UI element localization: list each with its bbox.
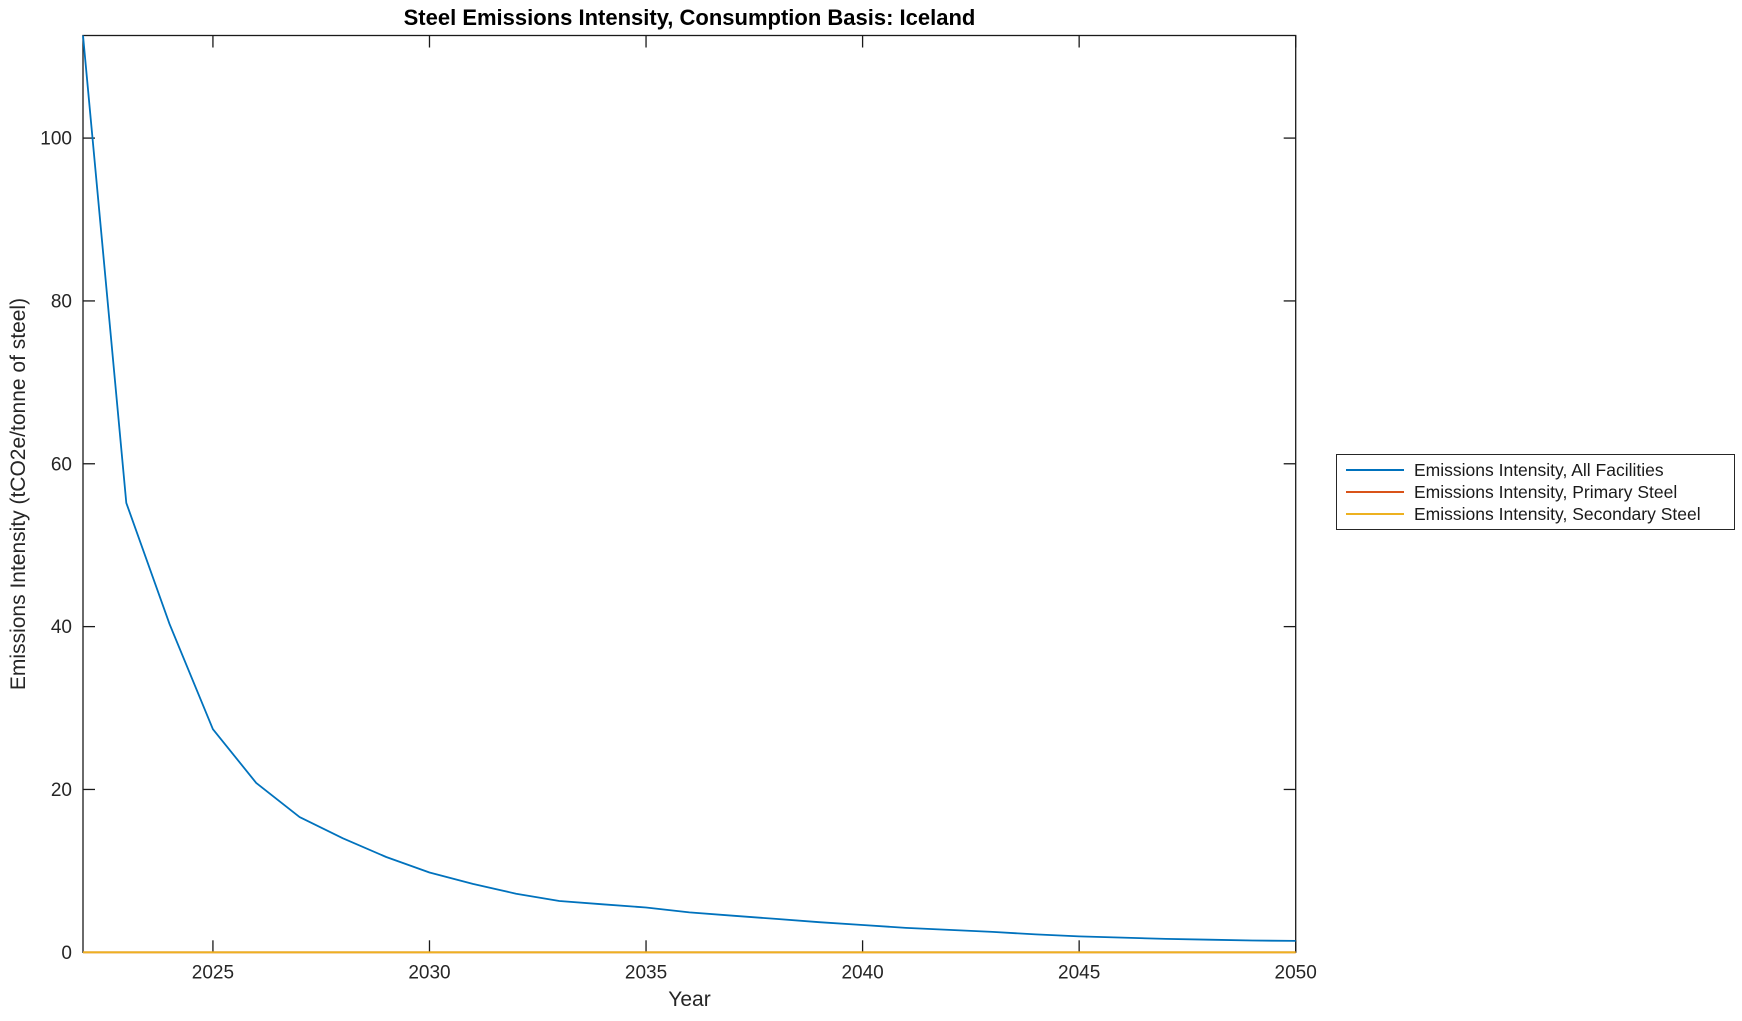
legend-line-swatch	[1346, 513, 1404, 515]
legend-entry-2: Emissions Intensity, Secondary Steel	[1337, 503, 1734, 525]
x-tick-label: 2025	[192, 962, 234, 983]
legend-label: Emissions Intensity, All Facilities	[1414, 459, 1664, 480]
legend-line-swatch	[1346, 491, 1404, 493]
y-tick-label: 60	[51, 454, 72, 475]
y-tick-label: 0	[61, 943, 72, 964]
y-tick-label: 80	[51, 291, 72, 312]
y-tick-label: 20	[51, 780, 72, 801]
chart-title: Steel Emissions Intensity, Consumption B…	[403, 5, 976, 30]
x-tick-label: 2035	[625, 962, 667, 983]
legend-label: Emissions Intensity, Secondary Steel	[1414, 503, 1701, 524]
x-axis-label: Year	[668, 988, 711, 1011]
legend-entry-1: Emissions Intensity, Primary Steel	[1337, 481, 1734, 503]
legend-entry-0: Emissions Intensity, All Facilities	[1337, 459, 1734, 481]
y-tick-label: 40	[51, 617, 72, 638]
x-tick-label: 2040	[841, 962, 883, 983]
series-line-0	[82, 35, 1296, 942]
legend-line-swatch	[1346, 469, 1404, 471]
y-axis-label: Emissions Intensity (tCO2e/tonne of stee…	[7, 297, 30, 691]
y-tick-label: 100	[40, 129, 72, 150]
legend: Emissions Intensity, All Facilities Emiss…	[1336, 454, 1735, 530]
legend-label: Emissions Intensity, Primary Steel	[1414, 481, 1678, 502]
x-tick-label: 2050	[1275, 962, 1317, 983]
x-tick-label: 2030	[408, 962, 450, 983]
x-tick-label: 2045	[1058, 962, 1100, 983]
axes-box	[82, 34, 1297, 953]
